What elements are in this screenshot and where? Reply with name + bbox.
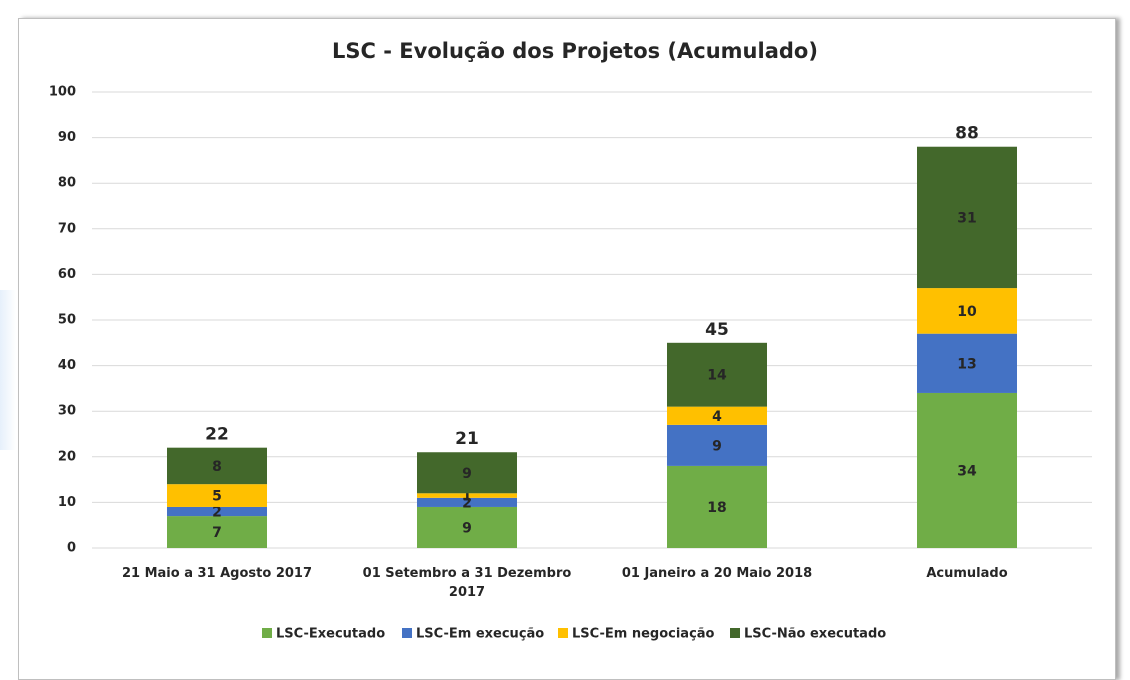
bar-segment [917,146,1017,289]
legend-swatch [262,628,272,638]
legend-swatch [402,628,412,638]
bar-segment [667,465,767,548]
bar-segment [167,516,267,548]
data-label: 18 [707,500,726,516]
y-tick-label: 60 [58,267,76,282]
x-tick-label: 01 Janeiro a 20 Maio 2018 [621,566,813,581]
legend-label: LSC-Em negociação [572,627,715,642]
bar-segment [667,342,767,407]
y-tick-label: 80 [58,176,76,191]
legend-swatch [558,628,568,638]
y-tick-label: 10 [58,495,76,510]
bar-segment [167,506,267,517]
y-tick-label: 70 [58,221,76,236]
x-tick-label: 01 Setembro a 31 Dezembro 2017 [362,566,572,600]
data-label: 34 [957,463,977,479]
y-tick-label: 100 [49,85,76,100]
legend-swatch [730,628,740,638]
legend-label: LSC-Não executado [744,627,886,642]
data-label: 9 [712,438,722,454]
y-tick-label: 30 [58,404,76,419]
bar-segment [167,447,267,485]
legend-label: LSC-Executado [276,627,385,642]
data-label: 10 [957,304,977,320]
total-label: 88 [955,124,979,144]
y-tick-label: 50 [58,313,76,328]
data-label: 9 [462,466,472,482]
data-label: 2 [212,505,222,521]
bar-segment [417,452,517,494]
x-tick-label: Acumulado [926,566,1008,581]
legend-label: LSC-Em execução [416,627,544,642]
data-label: 9 [462,520,472,536]
bar-segment [417,497,517,507]
bar-segment [667,424,767,466]
data-label: 14 [707,368,727,384]
bar-segment [167,484,267,507]
data-label: 7 [212,525,222,541]
bar-segment [667,406,767,425]
background-accent [0,290,16,450]
data-label: 31 [957,210,976,226]
total-label: 45 [705,320,729,340]
bar-segment [417,493,517,498]
bar-segment [917,392,1017,548]
data-label: 4 [712,409,722,425]
page: LSC - Evolução dos Projetos (Acumulado) … [0,18,1116,680]
bar-segment [417,506,517,548]
x-tick-label: 21 Maio a 31 Agosto 2017 [121,566,313,581]
data-label: 13 [957,356,976,372]
chart-title: LSC - Evolução dos Projetos (Acumulado) [332,39,818,63]
y-tick-label: 0 [67,541,76,556]
chart: LSC - Evolução dos Projetos (Acumulado) … [49,39,1092,642]
y-tick-label: 40 [58,358,76,373]
data-label: 2 [462,495,472,511]
y-tick-label: 20 [58,449,76,464]
data-label: 1 [462,489,472,505]
total-label: 21 [455,429,479,449]
data-label: 8 [212,459,222,475]
data-label: 5 [212,489,222,505]
bar-segment [917,333,1017,393]
total-label: 22 [205,425,229,445]
bar-segment [917,288,1017,334]
y-tick-label: 90 [58,130,76,145]
